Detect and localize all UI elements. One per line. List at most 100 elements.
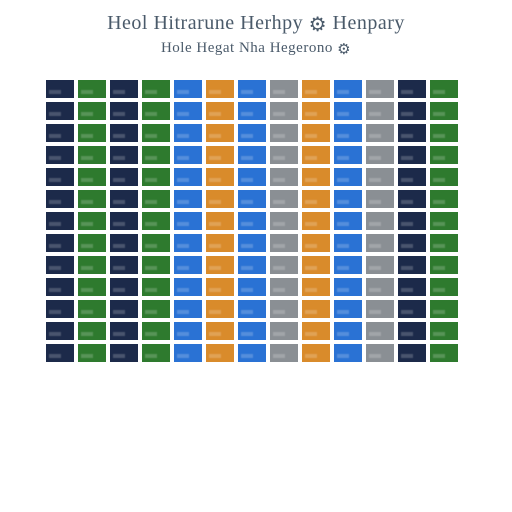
grid-cell bbox=[236, 276, 268, 298]
grid-cell bbox=[268, 210, 300, 232]
grid-cell bbox=[76, 298, 108, 320]
subtitle-word-3: Nha bbox=[239, 40, 266, 56]
grid-cell bbox=[236, 78, 268, 100]
grid-cell bbox=[332, 210, 364, 232]
grid-cell bbox=[76, 100, 108, 122]
grid-cell bbox=[236, 254, 268, 276]
grid-cell bbox=[140, 298, 172, 320]
grid-cell bbox=[428, 78, 460, 100]
grid-cell bbox=[108, 188, 140, 210]
gear-icon: ⚙ bbox=[309, 12, 327, 37]
grid-cell bbox=[44, 254, 76, 276]
grid-cell bbox=[204, 298, 236, 320]
grid-cell bbox=[172, 188, 204, 210]
grid-cell bbox=[172, 232, 204, 254]
grid-cell bbox=[140, 188, 172, 210]
grid-cell bbox=[268, 342, 300, 364]
grid-cell bbox=[172, 276, 204, 298]
grid-column bbox=[268, 78, 300, 364]
grid-cell bbox=[76, 122, 108, 144]
grid-cell bbox=[268, 144, 300, 166]
grid-cell bbox=[76, 254, 108, 276]
grid-cell bbox=[428, 122, 460, 144]
grid-cell bbox=[76, 210, 108, 232]
subtitle-word-2: Hegat bbox=[196, 40, 234, 56]
grid-cell bbox=[172, 342, 204, 364]
grid-cell bbox=[204, 210, 236, 232]
grid-cell bbox=[44, 100, 76, 122]
grid-cell bbox=[140, 100, 172, 122]
grid-cell bbox=[108, 342, 140, 364]
title-word-2: Hitrarune bbox=[153, 12, 234, 34]
grid-cell bbox=[332, 298, 364, 320]
title-word-1: Heol bbox=[107, 12, 148, 34]
grid-cell bbox=[140, 144, 172, 166]
grid-cell bbox=[108, 232, 140, 254]
grid-cell bbox=[332, 144, 364, 166]
grid-column bbox=[140, 78, 172, 364]
grid-cell bbox=[236, 100, 268, 122]
grid-cell bbox=[300, 232, 332, 254]
grid-cell bbox=[108, 210, 140, 232]
grid-cell bbox=[44, 122, 76, 144]
grid-cell bbox=[428, 166, 460, 188]
grid-cell bbox=[204, 122, 236, 144]
grid-cell bbox=[396, 232, 428, 254]
grid-cell bbox=[428, 100, 460, 122]
grid-cell bbox=[236, 144, 268, 166]
grid-cell bbox=[300, 254, 332, 276]
grid-cell bbox=[76, 144, 108, 166]
grid-cell bbox=[268, 232, 300, 254]
grid-cell bbox=[108, 254, 140, 276]
grid-cell bbox=[364, 78, 396, 100]
grid-cell bbox=[236, 166, 268, 188]
grid-cell bbox=[204, 144, 236, 166]
grid-cell bbox=[172, 122, 204, 144]
grid-cell bbox=[300, 122, 332, 144]
grid-cell bbox=[140, 166, 172, 188]
grid-cell bbox=[140, 122, 172, 144]
grid-cell bbox=[172, 144, 204, 166]
grid-cell bbox=[332, 342, 364, 364]
grid-cell bbox=[428, 320, 460, 342]
grid-cell bbox=[140, 320, 172, 342]
grid-column bbox=[364, 78, 396, 364]
grid-column bbox=[300, 78, 332, 364]
grid-cell bbox=[44, 144, 76, 166]
grid-cell bbox=[396, 342, 428, 364]
grid-cell bbox=[428, 254, 460, 276]
grid-cell bbox=[172, 254, 204, 276]
grid-column bbox=[396, 78, 428, 364]
grid-cell bbox=[364, 166, 396, 188]
grid-cell bbox=[76, 342, 108, 364]
grid-cell bbox=[364, 232, 396, 254]
grid-cell bbox=[268, 100, 300, 122]
grid-cell bbox=[300, 144, 332, 166]
grid-cell bbox=[172, 298, 204, 320]
grid-cell bbox=[300, 78, 332, 100]
grid-column bbox=[44, 78, 76, 364]
grid-cell bbox=[300, 320, 332, 342]
grid-cell bbox=[140, 210, 172, 232]
grid-cell bbox=[396, 78, 428, 100]
grid-cell bbox=[172, 166, 204, 188]
grid-cell bbox=[236, 232, 268, 254]
grid-cell bbox=[332, 166, 364, 188]
title-word-4: Henpary bbox=[333, 12, 405, 34]
grid-cell bbox=[428, 210, 460, 232]
grid-cell bbox=[364, 320, 396, 342]
grid-column bbox=[236, 78, 268, 364]
title-word-3: Herhpy bbox=[240, 12, 303, 34]
grid-cell bbox=[300, 188, 332, 210]
grid-cell bbox=[268, 298, 300, 320]
grid-cell bbox=[236, 320, 268, 342]
grid-cell bbox=[44, 210, 76, 232]
grid-cell bbox=[76, 166, 108, 188]
grid-cell bbox=[364, 210, 396, 232]
grid-cell bbox=[140, 78, 172, 100]
grid-cell bbox=[172, 210, 204, 232]
grid-cell bbox=[204, 100, 236, 122]
grid-cell bbox=[396, 320, 428, 342]
grid-cell bbox=[108, 320, 140, 342]
grid-cell bbox=[364, 144, 396, 166]
